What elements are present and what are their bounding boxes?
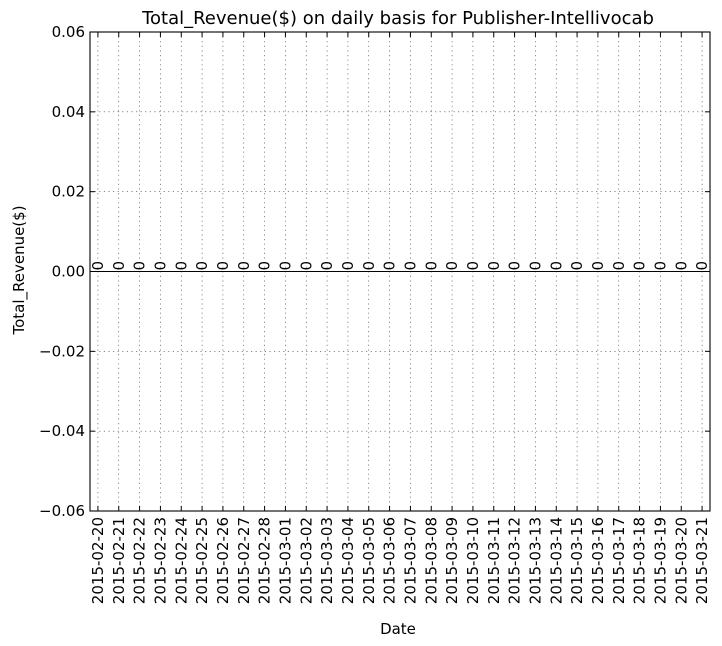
data-label: 0 — [193, 261, 211, 271]
data-label: 0 — [672, 261, 690, 271]
data-label: 0 — [256, 261, 274, 271]
x-tick-label: 2015-03-03 — [318, 517, 336, 604]
y-tick-label: −0.06 — [39, 502, 85, 520]
x-tick-label: 2015-02-20 — [89, 517, 107, 604]
y-tick-label: −0.04 — [39, 422, 85, 440]
data-label: 0 — [651, 261, 669, 271]
data-label: 0 — [151, 261, 169, 271]
data-label: 0 — [693, 261, 711, 271]
data-label: 0 — [631, 261, 649, 271]
data-label: 0 — [610, 261, 628, 271]
x-tick-label: 2015-02-26 — [214, 517, 232, 604]
data-label: 0 — [547, 261, 565, 271]
data-label: 0 — [422, 261, 440, 271]
x-tick-label: 2015-03-12 — [506, 517, 524, 604]
plot-frame — [89, 31, 711, 512]
x-tick-label: 2015-03-14 — [547, 517, 565, 604]
x-tick-label: 2015-03-15 — [568, 517, 586, 604]
data-label: 0 — [485, 261, 503, 271]
x-tick-label: 2015-03-08 — [422, 517, 440, 604]
x-tick-label: 2015-03-07 — [401, 517, 419, 604]
x-tick-label: 2015-03-06 — [381, 517, 399, 604]
x-tick-label: 2015-03-05 — [360, 517, 378, 604]
data-label: 0 — [214, 261, 232, 271]
x-tick-label: 2015-03-16 — [589, 517, 607, 604]
x-axis-label: Date — [380, 620, 416, 638]
data-label: 0 — [318, 261, 336, 271]
x-tick-label: 2015-03-13 — [526, 517, 544, 604]
x-tick-label: 2015-02-25 — [193, 517, 211, 604]
data-label: 0 — [381, 261, 399, 271]
y-tick-label: −0.02 — [39, 342, 85, 360]
y-tick-label: 0.02 — [52, 183, 85, 201]
x-tick-label: 2015-03-09 — [443, 517, 461, 604]
x-tick-label: 2015-03-10 — [464, 517, 482, 604]
data-label: 0 — [297, 261, 315, 271]
x-tick-label: 2015-02-28 — [256, 517, 274, 604]
x-tick-label: 2015-02-27 — [235, 517, 253, 604]
y-tick-label: 0.04 — [52, 103, 85, 121]
data-label: 0 — [526, 261, 544, 271]
data-label: 0 — [172, 261, 190, 271]
x-tick-label: 2015-03-20 — [672, 517, 690, 604]
x-tick-label: 2015-03-19 — [651, 517, 669, 604]
x-tick-label: 2015-02-23 — [151, 517, 169, 604]
x-tick-label: 2015-03-18 — [631, 517, 649, 604]
chart-title: Total_Revenue($) on daily basis for Publ… — [141, 8, 654, 29]
data-label: 0 — [506, 261, 524, 271]
data-label: 0 — [339, 261, 357, 271]
y-tick-label: 0.06 — [52, 23, 85, 41]
data-label: 0 — [131, 261, 149, 271]
data-label: 0 — [360, 261, 378, 271]
data-label: 0 — [110, 261, 128, 271]
y-axis-label: Total_Revenue($) — [10, 205, 29, 335]
data-label: 0 — [568, 261, 586, 271]
data-label: 0 — [589, 261, 607, 271]
data-label: 0 — [464, 261, 482, 271]
x-tick-label: 2015-02-22 — [131, 517, 149, 604]
data-label: 0 — [235, 261, 253, 271]
data-label: 0 — [276, 261, 294, 271]
data-label: 0 — [443, 261, 461, 271]
x-tick-label: 2015-03-17 — [610, 517, 628, 604]
x-tick-label: 2015-03-21 — [693, 517, 711, 604]
data-label: 0 — [89, 261, 107, 271]
x-tick-label: 2015-03-02 — [297, 517, 315, 604]
x-tick-label: 2015-03-04 — [339, 517, 357, 604]
x-tick-label: 2015-02-24 — [172, 517, 190, 604]
x-tick-label: 2015-03-01 — [276, 517, 294, 604]
data-label: 0 — [401, 261, 419, 271]
x-tick-label: 2015-02-21 — [110, 517, 128, 604]
x-axis-ticks: 2015-02-20 2015-02-21 2015-02-22 2015-02-23… — [89, 32, 711, 604]
x-tick-label: 2015-03-11 — [485, 517, 503, 604]
y-tick-label: 0.00 — [52, 263, 85, 281]
